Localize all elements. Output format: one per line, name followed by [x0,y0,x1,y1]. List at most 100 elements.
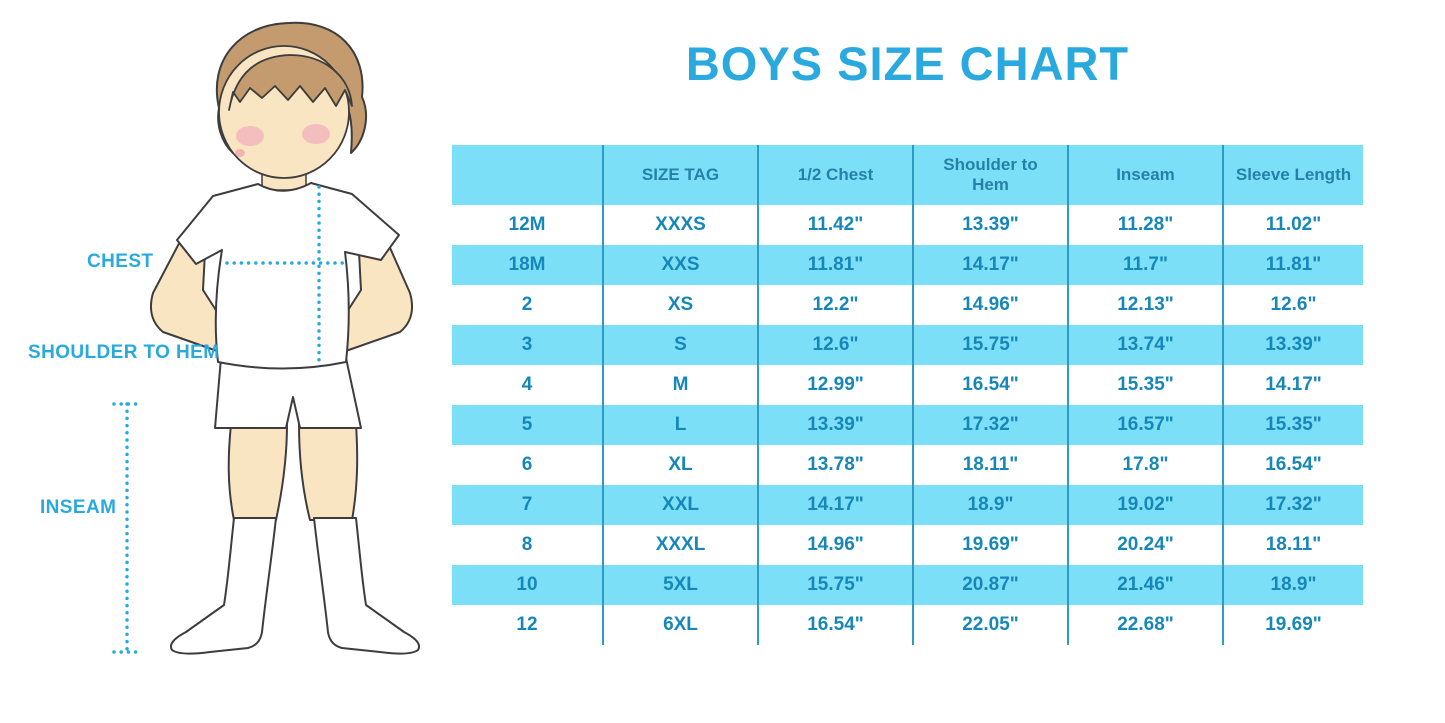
chest-label: CHEST [87,251,154,272]
table-cell: 17.32" [912,405,1068,445]
table-cell: 18.11" [1222,525,1363,565]
table-cell: 6XL [602,605,758,645]
table-row: 12M XXXS 11.42" 13.39" 11.28" 11.02" [452,205,1363,245]
table-cell: 22.68" [1067,605,1223,645]
table-row: 12 6XL 16.54" 22.05" 22.68" 19.69" [452,605,1363,645]
boy-right-thigh [298,423,359,521]
table-row: 18M XXS 11.81" 14.17" 11.7" 11.81" [452,245,1363,285]
table-row: 3 S 12.6" 15.75" 13.74" 13.39" [452,325,1363,365]
size-row-label: 12 [516,614,538,635]
table-cell: 13.39" [912,205,1068,245]
table-cell: XXXS [602,205,758,245]
table-cell: M [602,365,758,405]
table-row: 7 XXL 14.17" 18.9" 19.02" 17.32" [452,485,1363,525]
column-header: Inseam [1067,145,1223,205]
table-cell: 18.9" [912,485,1068,525]
table-cell: 17.8" [1067,445,1223,485]
table-row: 10 5XL 15.75" 20.87" 21.46" 18.9" [452,565,1363,605]
table-row: 6 XL 13.78" 18.11" 17.8" 16.54" [452,445,1363,485]
size-row-label: 3 [452,325,603,365]
column-header: Shoulder to Hem [912,145,1068,205]
table-cell: XXXL [602,525,758,565]
boy-mouth [235,149,245,157]
table-cell: 19.69" [912,525,1068,565]
table-cell: 19.02" [1067,485,1223,525]
table-cell: 11.42" [757,205,913,245]
table-row: 2 XS 12.2" 14.96" 12.13" 12.6" [452,285,1363,325]
table-cell: 14.17" [912,245,1068,285]
table-cell: 12.13" [1067,285,1223,325]
table-cell: 13.39" [757,405,913,445]
table-cell: 11.28" [1067,205,1223,245]
table-cell: 11.7" [1067,245,1223,285]
size-row-label: 8 [521,534,533,555]
table-cell: 16.54" [912,365,1068,405]
table-cell: 17.32" [1222,485,1363,525]
boy-shirt [176,182,400,370]
table-cell: 20.87" [912,565,1068,605]
table-cell: 5XL [602,565,758,605]
table-cell: 16.54" [757,605,913,645]
table-cell: 14.17" [1222,365,1363,405]
column-header: Sleeve Length [1222,145,1363,205]
table-cell: 11.02" [1222,205,1363,245]
table-row: 8 XXXL 14.96" 19.69" 20.24" 18.11" [452,525,1363,565]
table-cell: 20.24" [1067,525,1223,565]
table-cell: 14.17" [757,485,913,525]
inseam-label: INSEAM [40,497,117,518]
header-row: SIZE TAG 1/2 Chest Shoulder to Hem Inseam Sl… [452,145,1363,205]
table-cell: 11.81" [1222,245,1363,285]
table-cell: 13.39" [1222,325,1363,365]
table-cell: XXS [602,245,758,285]
column-header [452,145,603,205]
boy-left-cheek [236,126,264,146]
table-body: 12M XXXS 11.42" 13.39" 11.28" 11.02" 18M XXS 11.… [452,205,1363,645]
table-cell: 15.75" [912,325,1068,365]
table-cell: 12.99" [757,365,913,405]
table-cell: 15.35" [1067,365,1223,405]
table-cell: 12.2" [757,285,913,325]
table-cell: 13.74" [1067,325,1223,365]
column-header: 1/2 Chest [757,145,913,205]
table-cell: 12.6" [757,325,913,365]
boy-hair-fringe [228,54,353,111]
table-cell: 11.81" [757,245,913,285]
table-cell: 15.75" [757,565,913,605]
table-cell: XL [602,445,758,485]
table-row: 5 L 13.39" 17.32" 16.57" 15.35" [452,405,1363,445]
table-cell: 21.46" [1067,565,1223,605]
table-cell: 14.96" [912,285,1068,325]
table-row: 4 M 12.99" 16.54" 15.35" 14.17" [452,365,1363,405]
boy-left-sock [170,517,277,655]
size-row-label: 4 [521,374,533,395]
table-cell: 13.78" [757,445,913,485]
table-cell: 14.96" [757,525,913,565]
table-cell: 18.9" [1222,565,1363,605]
table-cell: 16.54" [1222,445,1363,485]
table-cell: 12.6" [1222,285,1363,325]
table-cell: 22.05" [912,605,1068,645]
size-row-label: 6 [521,454,533,475]
size-table: SIZE TAG 1/2 Chest Shoulder to Hem Inseam Sl… [452,145,1363,645]
size-row-label: 5 [452,405,603,445]
table-header: SIZE TAG 1/2 Chest Shoulder to Hem Inseam Sl… [452,145,1363,205]
column-header: SIZE TAG [602,145,758,205]
size-row-label: 18M [452,245,603,285]
boy-right-cheek [302,124,330,144]
page-title: BOYS SIZE CHART [685,37,1130,90]
boy-illustration [112,21,420,655]
shoulder-to-hem-label: SHOULDER TO HEM [28,342,220,363]
table-cell: S [602,325,758,365]
table-cell: 18.11" [912,445,1068,485]
size-row-label: 2 [521,294,533,315]
table-cell: 19.69" [1222,605,1363,645]
boy-right-sock [313,517,420,655]
boy-left-thigh [227,423,288,521]
size-row-label: 10 [452,565,603,605]
size-row-label: 7 [452,485,603,525]
size-row-label: 12M [508,214,546,235]
table-cell: XS [602,285,758,325]
boy-shorts [214,357,362,429]
table-cell: 15.35" [1222,405,1363,445]
